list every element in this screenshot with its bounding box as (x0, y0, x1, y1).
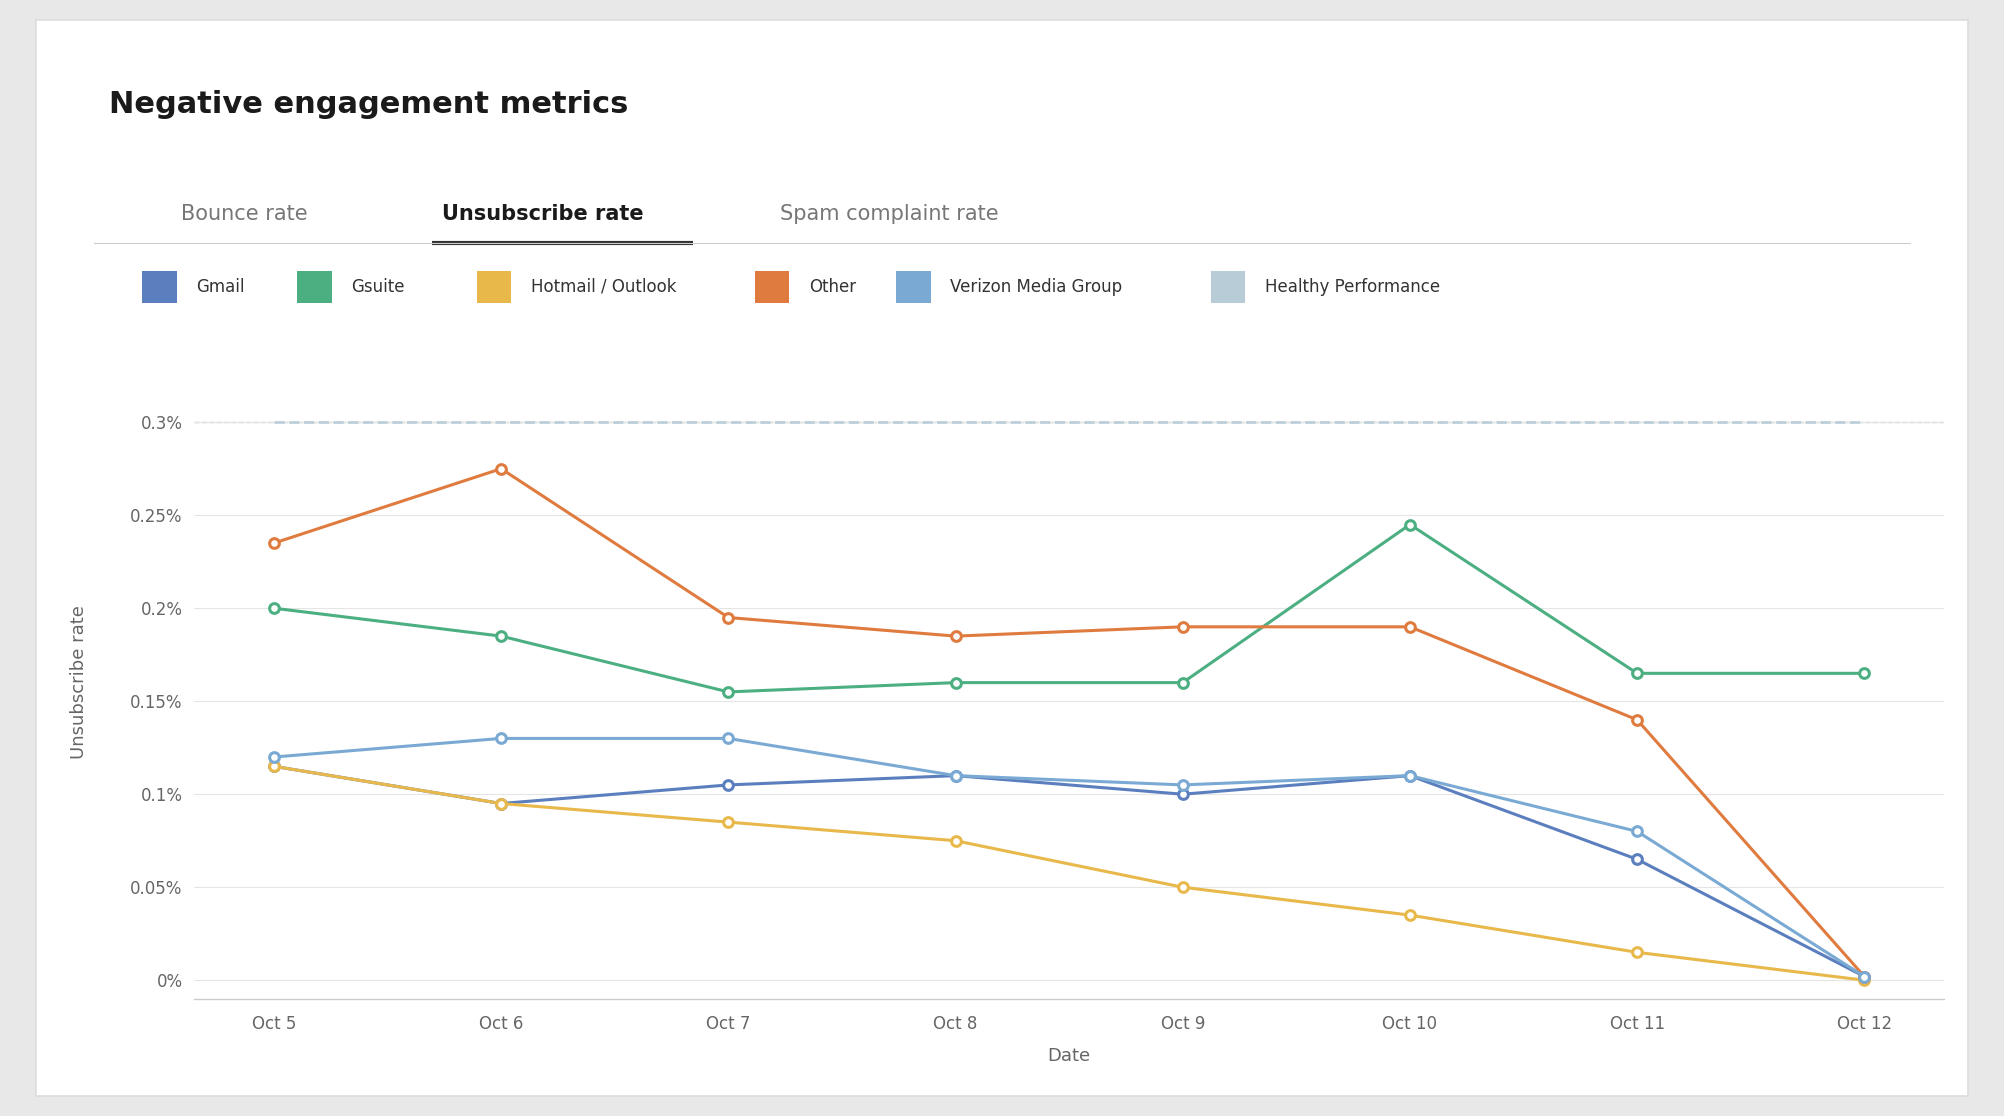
Text: Healthy Performance: Healthy Performance (1265, 278, 1439, 296)
Text: Negative engagement metrics: Negative engagement metrics (110, 90, 629, 119)
X-axis label: Date: Date (1048, 1047, 1090, 1065)
Text: Unsubscribe rate: Unsubscribe rate (70, 605, 88, 759)
Text: Other: Other (810, 278, 856, 296)
Text: Hotmail / Outlook: Hotmail / Outlook (531, 278, 675, 296)
Bar (756, 271, 790, 304)
Text: Verizon Media Group: Verizon Media Group (950, 278, 1122, 296)
Text: Gmail: Gmail (196, 278, 244, 296)
Text: Spam complaint rate: Spam complaint rate (780, 204, 998, 223)
Bar (896, 271, 930, 304)
Text: Bounce rate: Bounce rate (180, 204, 307, 223)
Text: Unsubscribe rate: Unsubscribe rate (441, 204, 643, 223)
Text: Gsuite: Gsuite (351, 278, 405, 296)
Bar (1210, 271, 1244, 304)
Bar (297, 271, 331, 304)
Bar (477, 271, 511, 304)
Bar (142, 271, 176, 304)
